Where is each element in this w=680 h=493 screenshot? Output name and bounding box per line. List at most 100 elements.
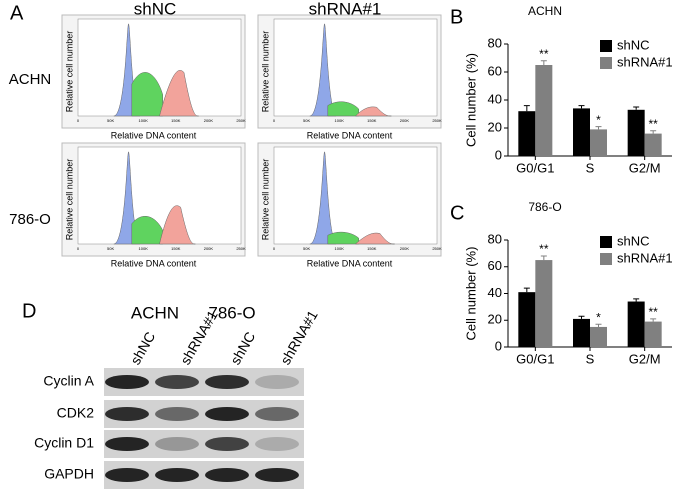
x-tick-label: S — [586, 160, 595, 175]
x-tick-label: G2/M — [629, 351, 661, 366]
chart-title: ACHN — [528, 4, 562, 18]
histogram-tick-label: 200K — [204, 118, 214, 123]
histogram-x-label: Relative DNA content — [111, 130, 197, 140]
histogram-tick-label: 250K — [236, 118, 246, 123]
blot-band — [155, 375, 199, 389]
error-bar — [523, 287, 530, 293]
bar — [627, 109, 645, 156]
row-label: ACHN — [9, 71, 52, 88]
blot-band — [205, 468, 249, 482]
blot-band — [255, 468, 299, 482]
protein-label: CDK2 — [57, 405, 95, 421]
histogram-tick-label: 150K — [171, 246, 181, 251]
error-bar — [633, 298, 640, 302]
blot-band — [105, 437, 149, 451]
histogram-tick-label: 0 — [77, 118, 80, 123]
g2-peak — [159, 205, 196, 245]
lane-label: shNC — [227, 329, 258, 367]
error-bar — [540, 255, 547, 261]
histogram-plot — [273, 18, 438, 117]
lane-label: shRNA#1 — [177, 307, 221, 367]
histogram-x-label: Relative DNA content — [307, 130, 393, 140]
histogram-tick-label: 0 — [273, 246, 276, 251]
bar — [573, 318, 590, 347]
legend-label: shRNA#1 — [617, 250, 673, 265]
x-tick-label: G0/G1 — [516, 351, 554, 366]
legend-swatch — [600, 57, 612, 69]
y-tick-label: 20 — [488, 312, 502, 327]
cell-line-label: ACHN — [131, 303, 179, 322]
column-label: shNC — [134, 0, 177, 18]
bar — [644, 321, 662, 347]
legend-label: shNC — [617, 37, 650, 52]
error-bar — [650, 318, 657, 322]
g2-peak — [354, 232, 395, 245]
blot-band — [205, 407, 249, 421]
chart-title: 786-O — [528, 200, 561, 214]
lane-label: shRNA#1 — [277, 307, 321, 367]
significance: * — [596, 113, 601, 127]
error-bar — [578, 315, 585, 319]
bar — [518, 292, 536, 347]
error-bar — [540, 60, 547, 65]
y-tick-label: 80 — [488, 35, 502, 50]
y-axis-label: Cell number (%) — [463, 53, 478, 147]
bar — [644, 133, 662, 156]
legend-label: shRNA#1 — [617, 54, 673, 69]
histogram-tick-label: 50K — [107, 118, 114, 123]
blot-band — [255, 437, 299, 451]
significance: ** — [539, 242, 549, 256]
bar — [590, 326, 607, 347]
histogram-tick-label: 150K — [171, 118, 181, 123]
significance: * — [596, 310, 601, 324]
histogram-tick-label: 150K — [367, 118, 377, 123]
bar — [518, 111, 536, 156]
blot-band — [255, 375, 299, 389]
bar — [535, 260, 553, 347]
blot-band — [255, 407, 299, 421]
histogram-tick-label: 50K — [303, 246, 310, 251]
histogram-x-label: Relative DNA content — [111, 258, 197, 268]
panel-label: D — [22, 300, 36, 322]
histogram-y-label: Relative cell number — [64, 31, 74, 113]
y-tick-label: 0 — [495, 147, 502, 162]
y-tick-label: 80 — [488, 231, 502, 246]
column-label: shRNA#1 — [309, 0, 382, 18]
legend-swatch — [600, 236, 612, 248]
legend-swatch — [600, 253, 612, 265]
y-tick-label: 0 — [495, 338, 502, 353]
histogram-y-label: Relative cell number — [64, 159, 74, 241]
blot-band — [205, 437, 249, 451]
error-bar — [595, 126, 602, 130]
histogram-tick-label: 150K — [367, 246, 377, 251]
g2-peak — [354, 106, 392, 117]
protein-label: Cyclin A — [43, 373, 94, 389]
s-phase — [131, 215, 164, 245]
g1-peak — [309, 151, 337, 245]
blot-band — [155, 407, 199, 421]
y-tick-label: 60 — [488, 258, 502, 273]
histogram-tick-label: 250K — [432, 246, 442, 251]
histogram-tick-label: 200K — [400, 118, 410, 123]
lane-label: shNC — [127, 329, 158, 367]
legend-swatch — [600, 40, 612, 52]
blot-band — [105, 407, 149, 421]
histogram-tick-label: 200K — [400, 246, 410, 251]
blot-band — [155, 437, 199, 451]
histogram-tick-label: 250K — [432, 118, 442, 123]
g1-peak — [309, 23, 337, 117]
histogram-tick-label: 0 — [77, 246, 80, 251]
panel-label: B — [450, 6, 463, 28]
row-label: 786-O — [9, 211, 51, 228]
s-phase — [327, 101, 360, 117]
histogram-tick-label: 250K — [236, 246, 246, 251]
histogram-tick-label: 100K — [139, 246, 149, 251]
cell-line-label: 786-O — [208, 303, 255, 322]
significance: ** — [539, 47, 549, 61]
protein-label: GAPDH — [44, 466, 94, 482]
s-phase — [327, 231, 360, 245]
y-tick-label: 20 — [488, 119, 502, 134]
histogram-tick-label: 100K — [139, 118, 149, 123]
histogram-plot — [273, 146, 438, 245]
